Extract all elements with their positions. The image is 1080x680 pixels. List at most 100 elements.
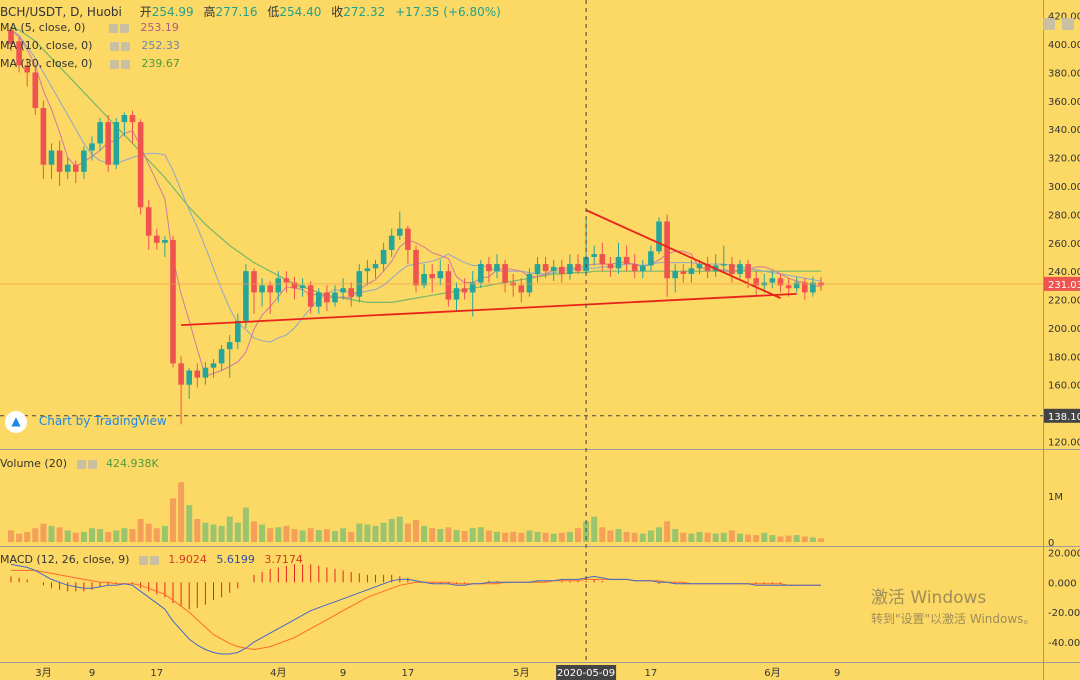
close-icon[interactable]	[119, 23, 129, 33]
candle-body	[307, 285, 314, 307]
price-tick-label: 400.00	[1048, 40, 1080, 51]
volume-bar	[242, 507, 249, 542]
ma30-legend[interactable]: MA (30, close, 0) 239.67	[0, 57, 180, 70]
macd-signal-line	[11, 569, 821, 651]
settings-icon[interactable]	[138, 555, 148, 565]
volume-bar	[137, 519, 144, 542]
volume-bar	[785, 535, 792, 542]
candle-body	[194, 370, 201, 378]
volume-bar	[16, 533, 23, 542]
volume-bar	[542, 532, 549, 542]
open-value: 254.99	[151, 5, 194, 19]
volume-bar	[526, 530, 533, 542]
settings-icon[interactable]	[76, 459, 86, 469]
volume-bar	[421, 525, 428, 542]
ma10-value: 252.33	[141, 39, 180, 52]
symbol-label[interactable]: BCH/USDT, D, Huobi	[0, 5, 122, 19]
time-tick-label: 9	[834, 668, 840, 679]
candle-body	[478, 264, 484, 283]
volume-bar	[121, 528, 128, 542]
volume-bar	[437, 529, 444, 542]
volume-bar	[720, 532, 727, 542]
candle-body	[526, 274, 533, 293]
close-label: 收	[331, 5, 344, 19]
candle-body	[591, 254, 597, 257]
volume-bar	[145, 523, 152, 542]
volume-bar	[818, 538, 824, 542]
candle-body	[97, 122, 103, 144]
candle-body	[405, 228, 411, 250]
time-tick-label: 4月	[270, 667, 286, 679]
volume-bar	[591, 516, 598, 542]
close-icon[interactable]	[149, 555, 159, 565]
volume-bar	[161, 525, 168, 542]
candle-body	[397, 228, 403, 236]
volume-bar	[332, 530, 338, 542]
price-tick-label: 120.00	[1048, 437, 1080, 448]
settings-icon[interactable]	[109, 41, 119, 51]
volume-bar	[105, 531, 112, 542]
time-tick-label: 3月	[35, 667, 51, 679]
volume-bar	[8, 530, 14, 542]
volume-bar	[80, 531, 87, 542]
close-icon[interactable]	[87, 459, 97, 469]
close-icon[interactable]	[120, 59, 130, 69]
candle-body	[429, 274, 435, 279]
ma10-legend[interactable]: MA (10, close, 0) 252.33	[0, 39, 180, 52]
candle-body	[729, 264, 735, 274]
tradingview-watermark[interactable]: ▲ Chart by TradingView	[5, 410, 167, 433]
volume-bar	[745, 534, 752, 542]
candle-body	[324, 292, 330, 303]
candle-body	[421, 274, 427, 286]
settings-icon[interactable]	[108, 23, 118, 33]
volume-bar	[275, 527, 282, 542]
volume-bar	[251, 521, 257, 542]
arrows-icon[interactable]	[1042, 17, 1055, 30]
volume-bar	[445, 527, 452, 542]
ma5-legend[interactable]: MA (5, close, 0) 253.19	[0, 21, 179, 34]
time-tick-label: 6月	[764, 667, 780, 679]
volume-bar	[396, 516, 403, 542]
volume-bar	[24, 531, 31, 542]
candle-body	[226, 342, 233, 350]
maximize-icon[interactable]	[1062, 17, 1074, 30]
time-tick-label: 17	[645, 668, 658, 679]
low-label: 低	[267, 5, 280, 19]
candle-body	[656, 221, 662, 252]
macd-legend[interactable]: MACD (12, 26, close, 9) 1.9024 5.6199 3.…	[0, 553, 303, 566]
candle-body	[777, 278, 784, 286]
price-tick-label: 160.00	[1048, 381, 1080, 392]
volume-bar	[518, 532, 525, 542]
volume-bar	[737, 533, 743, 542]
volume-bar	[696, 531, 703, 542]
current-price-label: 231.03	[1048, 280, 1080, 291]
volume-bar	[170, 498, 176, 542]
volume-bar	[664, 521, 671, 542]
settings-icon[interactable]	[109, 59, 119, 69]
price-tick-label: 260.00	[1048, 239, 1080, 250]
candle-body	[631, 264, 638, 272]
candle-body	[542, 264, 549, 272]
volume-bar	[413, 519, 419, 542]
activation-title: 激活 Windows	[871, 588, 987, 608]
candle-body	[413, 249, 419, 286]
high-label: 高	[203, 5, 216, 19]
volume-bar	[72, 532, 79, 542]
volume-bar	[32, 528, 39, 542]
candle-body	[664, 221, 670, 279]
candle-body	[793, 282, 800, 289]
price-tick-label: 360.00	[1048, 97, 1080, 108]
volume-bar	[607, 530, 614, 542]
candle-body	[672, 271, 678, 279]
trend-line	[585, 209, 781, 299]
candle-body	[534, 264, 541, 274]
volume-bar	[226, 516, 233, 542]
candle-body	[243, 271, 249, 321]
close-icon[interactable]	[120, 41, 130, 51]
volume-legend[interactable]: Volume (20) 424.938K	[0, 457, 159, 470]
volume-value: 424.938K	[106, 457, 159, 470]
volume-bar	[97, 529, 104, 542]
candle-body	[461, 288, 468, 293]
close-value: 272.32	[343, 5, 386, 19]
